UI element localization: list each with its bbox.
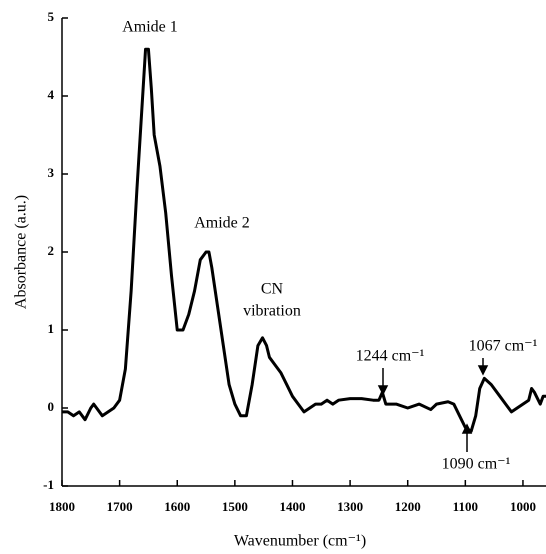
x-tick-label: 1700 [107, 499, 133, 514]
x-tick-label: 1500 [222, 499, 248, 514]
x-axis-label: Wavenumber (cm⁻¹) [234, 533, 366, 550]
annotation: Amide 2 [194, 215, 250, 232]
y-tick-label: 2 [48, 243, 55, 258]
y-axis-label: Absorbance (a.u.) [13, 195, 30, 309]
annotation: 1244 cm⁻¹ [356, 348, 425, 365]
x-tick-label: 1200 [395, 499, 421, 514]
x-tick-label: 1300 [337, 499, 363, 514]
x-tick-label: 1600 [164, 499, 190, 514]
y-tick-label: 1 [48, 321, 55, 336]
annotation: vibration [243, 303, 301, 320]
annotation: 1067 cm⁻¹ [469, 338, 538, 355]
y-tick-label: 4 [48, 87, 55, 102]
annotation: Amide 1 [122, 19, 178, 36]
x-tick-label: 1000 [510, 499, 536, 514]
y-tick-label: 5 [48, 9, 55, 24]
y-tick-label: -1 [43, 477, 54, 492]
annotation: CN [261, 281, 284, 298]
spectrum-line [62, 47, 546, 433]
x-tick-label: 1800 [49, 499, 75, 514]
y-tick-label: 0 [48, 399, 55, 414]
annotation: 1090 cm⁻¹ [442, 456, 511, 473]
x-tick-label: 1100 [453, 499, 478, 514]
y-tick-label: 3 [48, 165, 55, 180]
x-tick-label: 1400 [279, 499, 305, 514]
